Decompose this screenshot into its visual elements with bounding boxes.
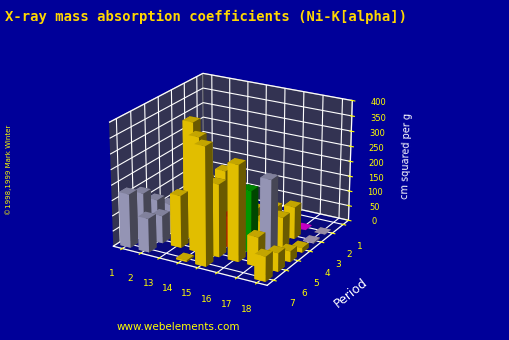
Y-axis label: Period: Period [331, 276, 370, 310]
Text: www.webelements.com: www.webelements.com [117, 322, 240, 332]
Text: ©1998,1999 Mark Winter: ©1998,1999 Mark Winter [5, 125, 12, 215]
Text: X-ray mass absorption coefficients (Ni-K[alpha]): X-ray mass absorption coefficients (Ni-K… [5, 10, 406, 24]
